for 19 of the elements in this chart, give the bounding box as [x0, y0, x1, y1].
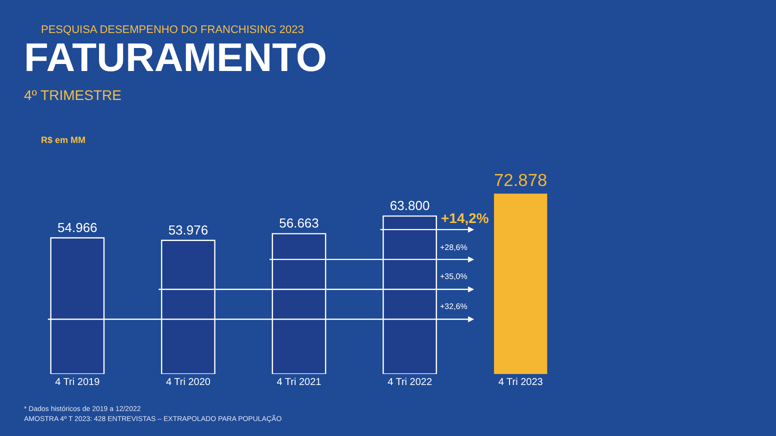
- annotation: +14,2%: [441, 210, 490, 226]
- chart-subtitle: 4º TRIMESTRE: [24, 87, 122, 103]
- text: R$ em MM: [41, 135, 86, 145]
- data-label: 53.976: [168, 222, 208, 238]
- x-tick-label: 4 Tri 2022: [388, 377, 432, 388]
- x-tick-label: 4 Tri 2020: [166, 377, 211, 388]
- annotation: +32,6%: [440, 302, 468, 311]
- annotation: +28,6%: [440, 243, 468, 252]
- chart-title: FATURAMENTO: [24, 36, 327, 80]
- x-tick-label: 4 Tri 2019: [55, 377, 100, 388]
- data-label: 54.966: [58, 220, 98, 235]
- data-label: 72.878: [494, 170, 548, 190]
- data-label: 63.800: [390, 198, 430, 214]
- text: PESQUISA DESEMPENHO DO FRANCHISING 2023: [41, 24, 304, 36]
- x-tick-label: 4 Tri 2021: [276, 377, 322, 388]
- annotation: +35,0%: [440, 272, 468, 281]
- x-tick-label: 4 Tri 2023: [498, 377, 544, 388]
- data-label: 56.663: [279, 216, 319, 231]
- bar: [494, 194, 548, 374]
